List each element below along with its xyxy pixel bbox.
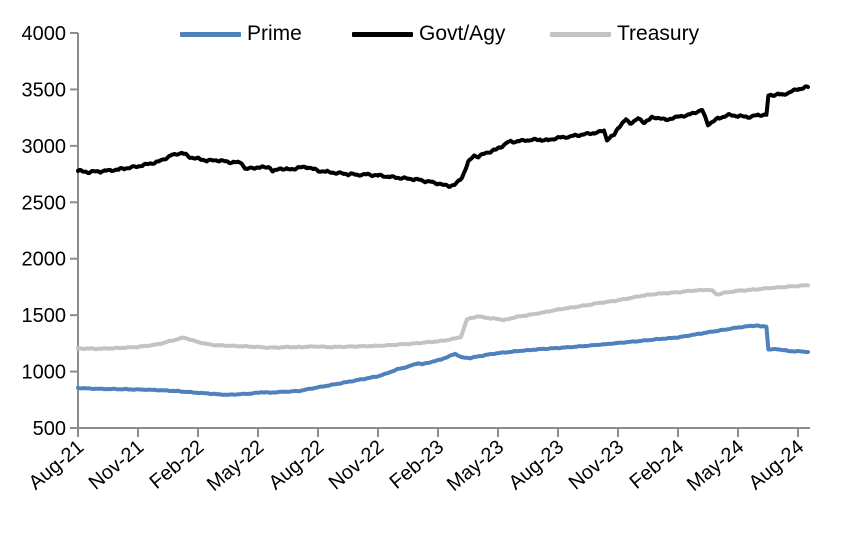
axes: [77, 33, 810, 429]
y-tick-label-4000: 4000: [22, 23, 67, 45]
legend-label-treasury: Treasury: [617, 22, 700, 45]
series-line-prime: [76, 323, 810, 397]
x-tick-label-feb-23: Feb-23: [386, 436, 449, 494]
y-tick-label-1000: 1000: [22, 362, 67, 384]
y-tick-label-3000: 3000: [22, 136, 67, 158]
x-tick-label-feb-22: Feb-22: [146, 436, 209, 494]
legend-label-prime: Prime: [247, 22, 302, 45]
y-tick-group: 4000 3500 3000 2500 2000 1500 1000 500: [22, 23, 78, 440]
series-line-treasury: [76, 283, 810, 352]
legend-label-govt-agy: Govt/Agy: [419, 22, 506, 45]
x-tick-label-nov-22: Nov-22: [325, 436, 389, 494]
series-line-govt-agy: [76, 84, 810, 189]
x-tick-label-aug-21: Aug-21: [25, 436, 89, 494]
legend-swatch-treasury: [550, 31, 611, 37]
x-tick-label-aug-23: Aug-23: [505, 436, 569, 494]
legend-item-prime: Prime: [180, 22, 302, 46]
x-tick-group: Aug-21Nov-21Feb-22May-22Aug-22Nov-22Feb-…: [25, 428, 809, 496]
x-tick-label-may-23: May-23: [443, 436, 508, 496]
y-tick-label-2000: 2000: [22, 249, 67, 271]
x-tick-label-aug-22: Aug-22: [265, 436, 329, 494]
x-tick-label-aug-24: Aug-24: [745, 436, 809, 494]
x-tick-label-feb-24: Feb-24: [626, 436, 689, 494]
legend-item-govt-agy: Govt/Agy: [352, 22, 505, 46]
y-tick-label-2500: 2500: [22, 192, 67, 214]
y-tick-label-1500: 1500: [22, 305, 67, 327]
legend-item-treasury: Treasury: [550, 22, 699, 46]
x-tick-label-nov-21: Nov-21: [85, 436, 149, 494]
x-tick-label-nov-23: Nov-23: [565, 436, 629, 494]
legend-swatch-prime: [180, 31, 241, 37]
legend-swatch-govt-agy: [352, 31, 413, 37]
x-tick-label-may-24: May-24: [683, 436, 748, 496]
x-tick-label-may-22: May-22: [203, 436, 268, 496]
y-tick-label-3500: 3500: [22, 79, 67, 101]
y-tick-label-500: 500: [33, 418, 66, 440]
